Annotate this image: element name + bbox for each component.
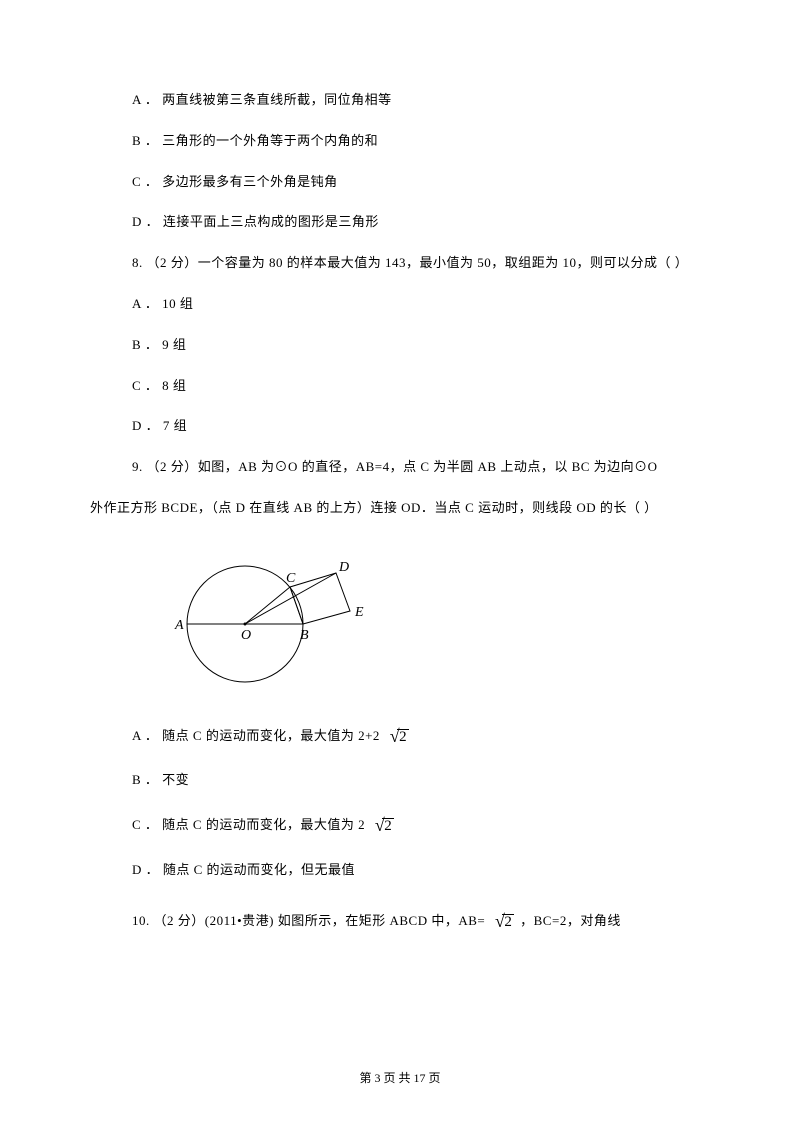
option-label: B ． [132, 131, 158, 152]
q9-opt-d: D ． 随点 C 的运动而变化，但无最值 [90, 860, 710, 881]
option-text: 随点 C 的运动而变化，但无最值 [163, 862, 355, 877]
sqrt-icon: √2 [495, 907, 514, 936]
option-label: D ． [132, 212, 159, 233]
option-label: C ． [132, 376, 158, 397]
svg-text:O: O [241, 628, 251, 643]
option-text: 7 组 [163, 418, 187, 433]
svg-text:B: B [300, 628, 309, 643]
page-footer: 第 3 页 共 17 页 [0, 1069, 800, 1088]
q10-stem-post: ，BC=2，对角线 [520, 913, 621, 928]
option-label: C ． [132, 815, 158, 836]
option-label: A ． [132, 726, 158, 747]
q8-opt-b: B ． 9 组 [90, 335, 710, 356]
q9-stem-l1: 9. （2 分）如图，AB 为⊙O 的直径，AB=4，点 C 为半圆 AB 上动… [90, 457, 710, 478]
q7-opt-b: B ． 三角形的一个外角等于两个内角的和 [90, 131, 710, 152]
option-label: A ． [132, 90, 158, 111]
option-text: 10 组 [162, 296, 193, 311]
svg-text:C: C [286, 571, 296, 586]
q7-opt-a: A ． 两直线被第三条直线所截，同位角相等 [90, 90, 710, 111]
q9-opt-c: C ． 随点 C 的运动而变化，最大值为 2 √2 [90, 811, 710, 840]
q10-stem: 10. （2 分）(2011•贵港) 如图所示，在矩形 ABCD 中，AB= √… [90, 907, 710, 936]
option-label: D ． [132, 860, 159, 881]
option-text: 连接平面上三点构成的图形是三角形 [163, 214, 379, 229]
option-text: 8 组 [162, 378, 186, 393]
sqrt-icon: √2 [375, 811, 394, 840]
q9-opt-a: A ． 随点 C 的运动而变化，最大值为 2+2 √2 [90, 722, 710, 751]
option-label: B ． [132, 770, 158, 791]
option-text: 多边形最多有三个外角是钝角 [162, 174, 338, 189]
q10-stem-pre: 10. （2 分）(2011•贵港) 如图所示，在矩形 ABCD 中，AB= [132, 913, 489, 928]
option-text: 三角形的一个外角等于两个内角的和 [162, 133, 378, 148]
q9-figure: A B C D E O [90, 539, 710, 694]
page-content: A ． 两直线被第三条直线所截，同位角相等 B ． 三角形的一个外角等于两个内角… [0, 0, 800, 936]
option-text: 随点 C 的运动而变化，最大值为 2+2 [162, 728, 380, 743]
option-text: 两直线被第三条直线所截，同位角相等 [162, 92, 392, 107]
q7-opt-d: D ． 连接平面上三点构成的图形是三角形 [90, 212, 710, 233]
option-label: C ． [132, 172, 158, 193]
q9-stem-text: 外作正方形 BCDE，（点 D 在直线 AB 的上方）连接 OD．当点 C 运动… [90, 500, 658, 515]
q8-opt-d: D ． 7 组 [90, 416, 710, 437]
q9-stem-text: 9. （2 分）如图，AB 为⊙O 的直径，AB=4，点 C 为半圆 AB 上动… [132, 459, 658, 474]
q8-opt-c: C ． 8 组 [90, 376, 710, 397]
option-label: D ． [132, 416, 159, 437]
q8-opt-a: A ． 10 组 [90, 294, 710, 315]
option-label: B ． [132, 335, 158, 356]
sqrt-icon: √2 [390, 722, 409, 751]
option-text: 不变 [162, 772, 189, 787]
svg-text:E: E [354, 605, 364, 620]
option-label: A ． [132, 294, 158, 315]
option-text: 随点 C 的运动而变化，最大值为 2 [162, 817, 365, 832]
q7-opt-c: C ． 多边形最多有三个外角是钝角 [90, 172, 710, 193]
q9-opt-b: B ． 不变 [90, 770, 710, 791]
q9-diagram: A B C D E O [160, 539, 390, 687]
q8-stem-text: 8. （2 分）一个容量为 80 的样本最大值为 143，最小值为 50，取组距… [132, 255, 688, 270]
q8-stem: 8. （2 分）一个容量为 80 的样本最大值为 143，最小值为 50，取组距… [90, 253, 710, 274]
q9-stem-l2: 外作正方形 BCDE，（点 D 在直线 AB 的上方）连接 OD．当点 C 运动… [90, 498, 710, 519]
svg-text:D: D [338, 560, 349, 575]
option-text: 9 组 [162, 337, 186, 352]
svg-text:A: A [174, 618, 184, 633]
